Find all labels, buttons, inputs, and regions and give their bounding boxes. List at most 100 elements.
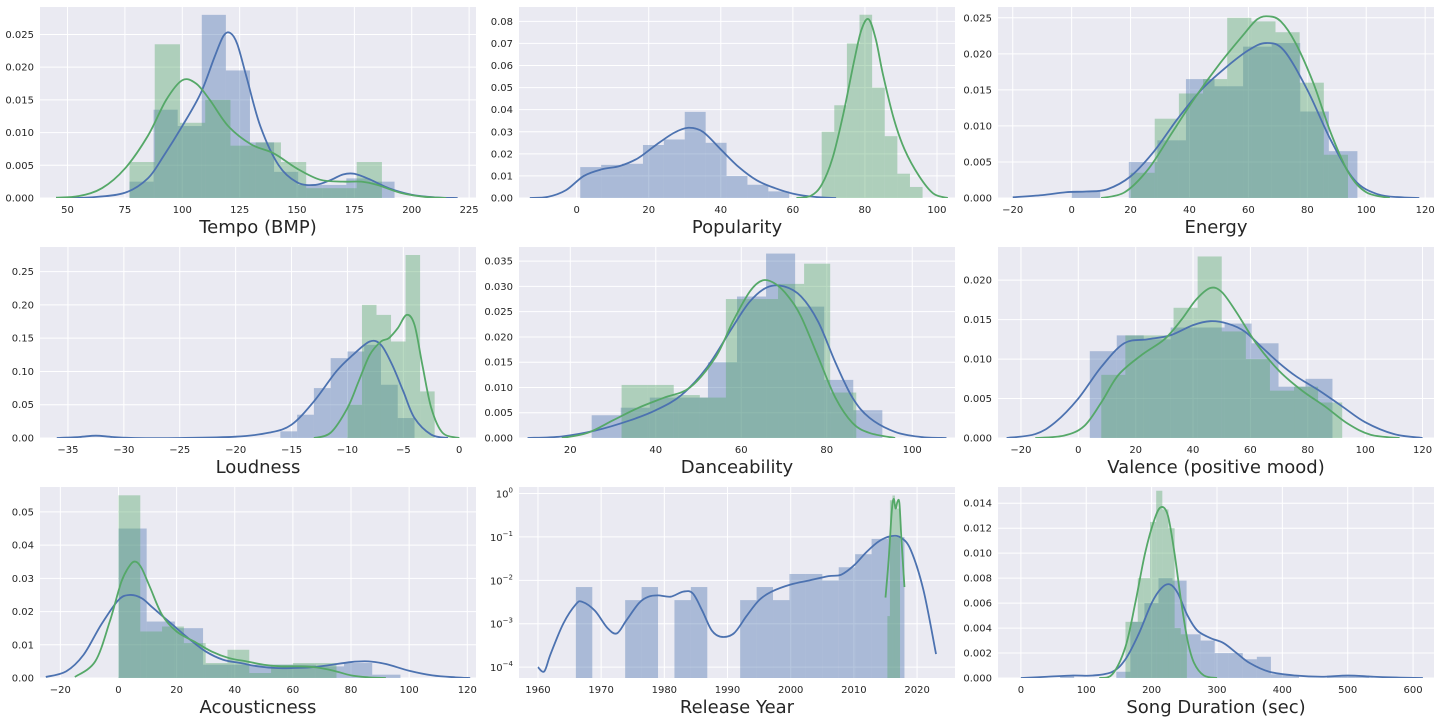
- hist-bar: [678, 397, 708, 438]
- y-tick-label: 0.07: [491, 39, 513, 50]
- hist-bar: [1294, 386, 1319, 438]
- y-tick-label: 0.012: [963, 524, 992, 535]
- y-tick-label: 10−2: [490, 573, 513, 587]
- y-tick-label: 0.010: [963, 121, 992, 132]
- subplot-3: −20 0 20 40 60 80 100 120 0.000 0.005 0.010 0.015 0.…: [963, 7, 1435, 238]
- y-tick-label: 0.10: [12, 367, 34, 378]
- y-tick-label: 0.020: [484, 332, 513, 343]
- hist-bar: [1071, 190, 1101, 198]
- y-tick-label: 0.05: [491, 83, 513, 94]
- marks: [55, 14, 458, 198]
- hist-bar: [859, 14, 873, 198]
- y-tick-label: 0.25: [12, 267, 34, 278]
- x-tick-label: 40: [1187, 445, 1200, 456]
- hist-bar: [1275, 32, 1300, 198]
- x-tick-label: 300: [1207, 685, 1226, 696]
- hist-bar: [1243, 46, 1272, 198]
- x-tick-label: 60: [287, 685, 300, 696]
- marks: [45, 495, 471, 678]
- hist-bar: [372, 674, 401, 678]
- histogram-green: [118, 495, 337, 678]
- hist-bar: [601, 164, 623, 198]
- y-tick-label: 0.20: [12, 300, 34, 311]
- hist-bar: [118, 495, 141, 678]
- hist-bar: [740, 600, 757, 678]
- hist-bar: [1173, 307, 1198, 438]
- hist-bar: [756, 587, 774, 678]
- x-axis-label: Valence (positive mood): [1107, 457, 1324, 478]
- x-tick-label: 0: [1068, 205, 1074, 216]
- x-tick-label: 0: [1018, 685, 1024, 696]
- hist-bar: [292, 663, 315, 678]
- y-tick-label: 0.00: [12, 434, 34, 445]
- hist-bar: [179, 122, 206, 198]
- y-tick-label: 0.025: [963, 13, 992, 24]
- hist-bar: [1125, 621, 1132, 678]
- y-tick-label: 0.08: [491, 17, 513, 28]
- x-tick-label: 40: [1183, 205, 1196, 216]
- hist-bar: [205, 663, 228, 678]
- x-tick-label: 120: [1416, 205, 1435, 216]
- hist-bar: [649, 397, 679, 438]
- x-tick-label: 120: [458, 685, 477, 696]
- marks: [1020, 490, 1423, 678]
- hist-bar: [1154, 118, 1179, 198]
- x-tick-label: 225: [460, 205, 479, 216]
- hist-bar: [673, 395, 700, 438]
- y-tick-label: 0.010: [963, 355, 992, 366]
- hist-bar: [747, 184, 769, 198]
- histogram-blue: [580, 111, 790, 198]
- plot-area: [519, 247, 955, 438]
- hist-bar: [227, 649, 250, 678]
- hist-bar: [1168, 528, 1175, 678]
- hist-bar: [838, 567, 856, 678]
- marks: [529, 14, 949, 198]
- x-tick-label: 200: [1142, 685, 1161, 696]
- kde-line-blue: [56, 339, 449, 438]
- hist-bar: [1251, 21, 1276, 198]
- marks: [1006, 256, 1423, 438]
- x-tick-label: 60: [786, 205, 799, 216]
- hist-bar: [897, 173, 910, 198]
- hist-bar: [347, 351, 365, 438]
- subplot-9: 0 100 200 300 400 500 600 0.000 0.002 0.004 0.006 0…: [963, 487, 1434, 718]
- hist-bar: [177, 126, 202, 198]
- histogram-blue: [280, 344, 415, 438]
- hist-bar: [330, 358, 348, 438]
- hist-bar: [699, 397, 726, 438]
- x-tick-label: 175: [345, 205, 364, 216]
- hist-bar: [1269, 390, 1295, 438]
- hist-bar: [1214, 86, 1244, 198]
- hist-bar: [625, 600, 642, 678]
- y-tick-label: 0.02: [12, 607, 34, 618]
- hist-bar: [313, 388, 331, 438]
- x-tick-label: −10: [337, 445, 358, 456]
- hist-bar: [1214, 653, 1229, 678]
- x-tick-label: 100: [903, 445, 922, 456]
- grid-lines: [519, 247, 955, 439]
- x-tick-label: 60: [1242, 205, 1255, 216]
- hist-bar: [1197, 327, 1225, 438]
- hist-bar: [315, 666, 345, 678]
- x-tick-label: 100: [173, 205, 192, 216]
- x-tick-label: 1960: [525, 685, 550, 696]
- hist-bar: [376, 314, 392, 438]
- x-tick-label: 80: [1301, 205, 1314, 216]
- hist-bar: [1323, 154, 1348, 198]
- histogram-blue: [575, 536, 905, 678]
- hist-bar: [773, 600, 790, 678]
- y-tick-label: 0.000: [963, 674, 992, 685]
- hist-bar: [804, 263, 831, 438]
- hist-bar: [1125, 335, 1150, 438]
- subplot-6: −20 0 20 40 60 80 100 120 0.000 0.005 0.010 0.015 0.…: [963, 247, 1434, 478]
- histogram-green: [129, 44, 382, 198]
- y-tick-label: 0.00: [491, 194, 513, 205]
- y-tick-label: 0.00: [12, 674, 34, 685]
- hist-bar: [347, 404, 362, 438]
- y-tick-label: 0.006: [963, 599, 992, 610]
- y-tick-label: 0.002: [963, 649, 992, 660]
- x-tick-label: −15: [281, 445, 302, 456]
- plot-area: [40, 7, 476, 198]
- hist-bar: [1278, 386, 1306, 438]
- y-tick-label: 10−1: [490, 530, 513, 544]
